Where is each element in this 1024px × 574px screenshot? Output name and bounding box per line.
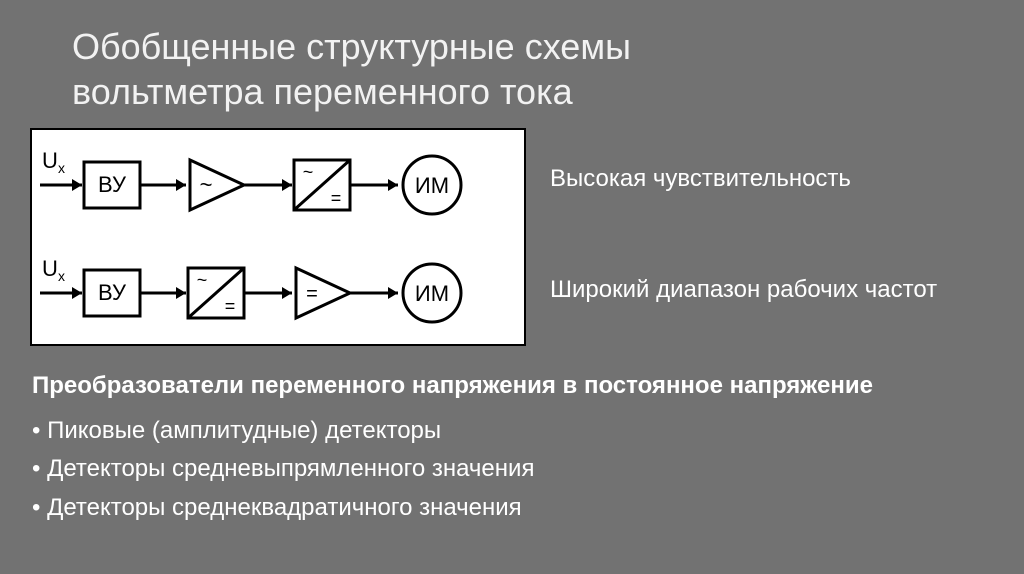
bullet-item: Пиковые (амплитудные) детекторы [32, 412, 534, 450]
block-amp-ac [190, 160, 244, 210]
page-title: Обобщенные структурные схемы вольтметра … [72, 24, 631, 114]
bullet-item: Детекторы средневыпрямленного значения [32, 450, 534, 488]
caption-row-1: Высокая чувствительность [550, 165, 851, 193]
block-vu-1-label: ВУ [98, 172, 127, 197]
bullet-list: Пиковые (амплитудные) детекторы Детектор… [32, 412, 534, 527]
meter-2-label: ИМ [415, 281, 449, 306]
block-amp-dc [296, 268, 350, 318]
meter-1-label: ИМ [415, 173, 449, 198]
conv1-bottom: = [331, 188, 342, 208]
conv2-bottom: = [225, 296, 236, 316]
bullet-item: Детекторы среднеквадратичного значения [32, 489, 534, 527]
title-line2: вольтметра переменного тока [72, 71, 573, 112]
input-label-2: U [42, 258, 58, 281]
block-diagram-panel: U x ВУ ~ ~ = ИМ U x ВУ [30, 128, 526, 346]
amp-ac-symbol: ~ [200, 172, 213, 197]
diagram-row-2: U x ВУ ~ = = ИМ [40, 258, 520, 324]
caption-row-2: Широкий диапазон рабочих частот [550, 276, 937, 304]
block-vu-2-label: ВУ [98, 280, 127, 305]
input-label-1: U [42, 150, 58, 173]
conv2-top: ~ [197, 270, 208, 290]
title-line1: Обобщенные структурные схемы [72, 26, 631, 67]
input-label-2-sub: x [58, 268, 65, 284]
section-heading: Преобразователи переменного напряжения в… [32, 372, 873, 400]
diagram-row-1: U x ВУ ~ ~ = ИМ [40, 150, 520, 216]
conv1-top: ~ [303, 162, 314, 182]
input-label-1-sub: x [58, 160, 65, 176]
amp-dc-symbol: = [306, 283, 318, 305]
